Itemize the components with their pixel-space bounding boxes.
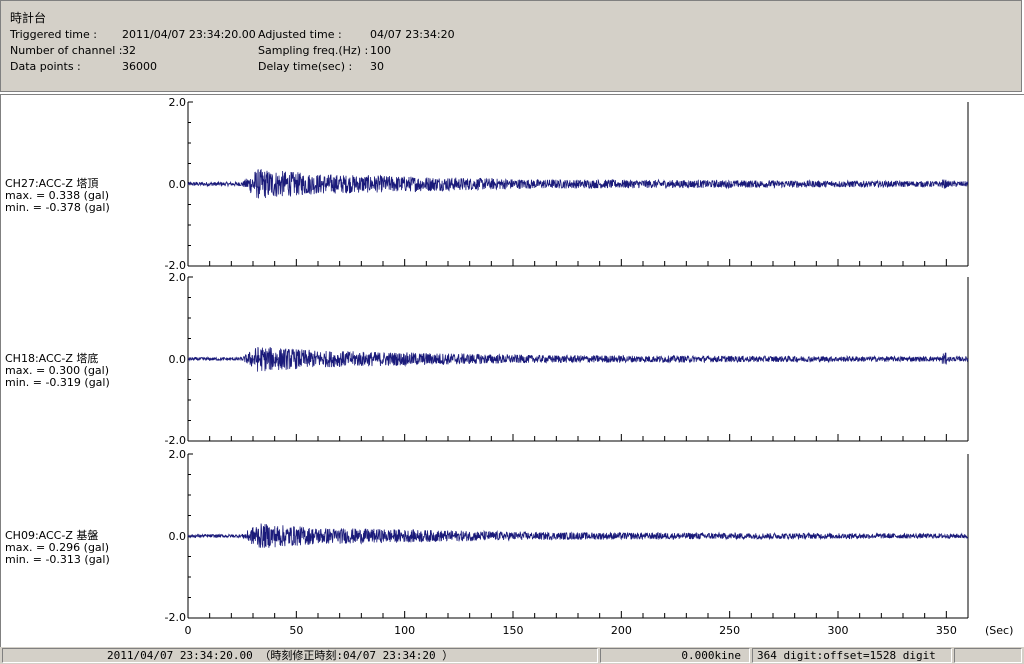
channel-max: max. = 0.296 (gal) — [5, 541, 110, 554]
channel-name: CH27:ACC-Z 塔頂 — [5, 177, 99, 190]
triggered-time-label: Triggered time : — [10, 28, 97, 41]
channel-label-ch27: CH27:ACC-Z 塔頂 max. = 0.338 (gal) min. = … — [5, 178, 110, 214]
x-tick-label: 200 — [611, 624, 632, 637]
record-info-header: 時計台 Triggered time : 2011/04/07 23:34:20… — [0, 0, 1022, 92]
triggered-time-value: 2011/04/07 23:34:20.00 — [122, 28, 256, 41]
x-tick-label: 50 — [289, 624, 303, 637]
x-axis-unit-label: (Sec) — [985, 624, 1013, 637]
x-tick-label: 250 — [719, 624, 740, 637]
data-points-value: 36000 — [122, 60, 157, 73]
waveform-chart: 2.00.0-2.02.00.0-2.02.00.0-2.00 50 100 150 2… — [165, 96, 1014, 637]
y-tick-label: -2.0 — [165, 611, 186, 624]
status-digit: 364 digit:offset=1528 digit — [752, 648, 952, 663]
delay-time-label: Delay time(sec) : — [258, 60, 353, 73]
channel-label-ch18: CH18:ACC-Z 塔底 max. = 0.300 (gal) min. = … — [5, 353, 110, 389]
adjusted-time-value: 04/07 23:34:20 — [370, 28, 455, 41]
x-tick-label: 350 — [936, 624, 957, 637]
channel-min: min. = -0.319 (gal) — [5, 376, 110, 389]
y-tick-label: -2.0 — [165, 259, 186, 272]
y-tick-label: 2.0 — [169, 96, 187, 109]
status-velocity: 0.000kine — [600, 648, 750, 663]
data-points-label: Data points : — [10, 60, 81, 73]
delay-time-value: 30 — [370, 60, 384, 73]
channel-count-label: Number of channel : — [10, 44, 123, 57]
x-tick-label: 0 — [185, 624, 192, 637]
channel-max: max. = 0.338 (gal) — [5, 189, 110, 202]
channel-min: min. = -0.378 (gal) — [5, 201, 110, 214]
sampling-freq-label: Sampling freq.(Hz) : — [258, 44, 369, 57]
adjusted-time-label: Adjusted time : — [258, 28, 342, 41]
y-tick-label: 0.0 — [169, 530, 187, 543]
waveform-plot-area[interactable]: 2.0 0.0 -2.0 2.0 0.0 -2.0 2.0 0.0 -2.0 0 50 100 150 2… — [0, 94, 1024, 647]
x-tick-label: 150 — [503, 624, 524, 637]
channel-max: max. = 0.300 (gal) — [5, 364, 110, 377]
status-time: 2011/04/07 23:34:20.00 （時刻修正時刻:04/07 23:… — [2, 648, 598, 663]
y-tick-label: 0.0 — [169, 353, 187, 366]
station-title: 時計台 — [10, 11, 47, 25]
channel-name: CH18:ACC-Z 塔底 — [5, 352, 99, 365]
y-tick-label: -2.0 — [165, 434, 186, 447]
x-tick-label: 300 — [828, 624, 849, 637]
status-bar: 2011/04/07 23:34:20.00 （時刻修正時刻:04/07 23:… — [0, 647, 1024, 664]
status-extra — [954, 648, 1022, 663]
waveform-trace-1 — [187, 169, 969, 199]
sampling-freq-value: 100 — [370, 44, 391, 57]
waveform-trace-3 — [187, 523, 969, 548]
channel-name: CH09:ACC-Z 基盤 — [5, 529, 99, 542]
channel-label-ch09: CH09:ACC-Z 基盤 max. = 0.296 (gal) min. = … — [5, 530, 110, 566]
x-tick-label: 100 — [394, 624, 415, 637]
channel-min: min. = -0.313 (gal) — [5, 553, 110, 566]
y-tick-label: 2.0 — [169, 271, 187, 284]
channel-count-value: 32 — [122, 44, 136, 57]
y-tick-label: 2.0 — [169, 448, 187, 461]
y-tick-label: 0.0 — [169, 178, 187, 191]
waveform-trace-2 — [187, 346, 969, 372]
